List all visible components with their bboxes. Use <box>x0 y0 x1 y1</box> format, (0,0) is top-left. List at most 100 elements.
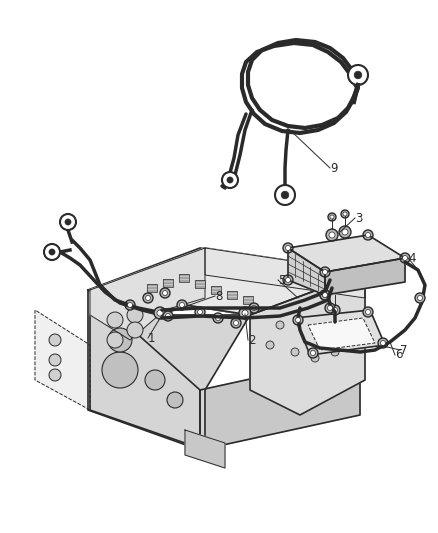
Circle shape <box>328 305 332 311</box>
Circle shape <box>343 212 347 216</box>
Circle shape <box>177 300 187 310</box>
Text: 4: 4 <box>408 252 416 264</box>
Circle shape <box>143 293 153 303</box>
Polygon shape <box>288 248 325 295</box>
Text: 6: 6 <box>395 349 403 361</box>
FancyBboxPatch shape <box>179 274 189 282</box>
Circle shape <box>198 310 202 314</box>
Polygon shape <box>200 355 360 450</box>
Circle shape <box>320 267 330 277</box>
Circle shape <box>266 341 274 349</box>
Circle shape <box>49 354 61 366</box>
Circle shape <box>322 293 328 297</box>
Polygon shape <box>288 235 405 272</box>
Circle shape <box>249 303 259 313</box>
Circle shape <box>231 318 241 328</box>
FancyBboxPatch shape <box>195 280 205 288</box>
Text: 3: 3 <box>355 212 362 224</box>
Polygon shape <box>295 310 385 355</box>
Circle shape <box>167 392 183 408</box>
Polygon shape <box>90 315 250 450</box>
Polygon shape <box>250 272 365 415</box>
Circle shape <box>293 315 303 325</box>
Circle shape <box>283 275 293 285</box>
Circle shape <box>251 305 257 311</box>
Polygon shape <box>205 248 365 298</box>
Circle shape <box>102 352 138 388</box>
Circle shape <box>296 318 300 322</box>
Circle shape <box>328 213 336 221</box>
Circle shape <box>332 308 338 312</box>
Polygon shape <box>325 258 405 295</box>
Circle shape <box>363 230 373 240</box>
Circle shape <box>127 303 133 308</box>
Circle shape <box>415 293 425 303</box>
Polygon shape <box>185 430 225 468</box>
Circle shape <box>213 313 223 323</box>
Circle shape <box>275 185 295 205</box>
Circle shape <box>341 326 349 334</box>
Polygon shape <box>90 248 205 340</box>
Circle shape <box>381 341 385 345</box>
Circle shape <box>222 172 238 188</box>
Circle shape <box>145 370 165 390</box>
Circle shape <box>311 351 315 356</box>
Circle shape <box>166 313 170 319</box>
Circle shape <box>308 348 318 358</box>
Circle shape <box>145 295 151 301</box>
Circle shape <box>180 303 184 308</box>
Circle shape <box>157 310 163 316</box>
Circle shape <box>163 311 173 321</box>
Circle shape <box>331 348 339 356</box>
Circle shape <box>291 348 299 356</box>
Circle shape <box>363 307 373 317</box>
FancyBboxPatch shape <box>243 296 253 304</box>
Circle shape <box>326 229 338 241</box>
FancyBboxPatch shape <box>211 286 221 294</box>
Polygon shape <box>90 248 365 315</box>
Circle shape <box>329 232 335 238</box>
Circle shape <box>125 300 135 310</box>
Circle shape <box>348 65 368 85</box>
Circle shape <box>403 255 407 261</box>
Circle shape <box>154 307 166 319</box>
Circle shape <box>286 246 290 251</box>
Text: 9: 9 <box>330 161 338 174</box>
Circle shape <box>342 229 348 235</box>
Circle shape <box>49 249 55 255</box>
Circle shape <box>107 312 123 328</box>
Circle shape <box>195 307 205 317</box>
Circle shape <box>49 369 61 381</box>
Circle shape <box>108 328 132 352</box>
Circle shape <box>276 321 284 329</box>
FancyBboxPatch shape <box>227 291 237 299</box>
Circle shape <box>160 288 170 298</box>
Circle shape <box>330 305 340 315</box>
Polygon shape <box>308 318 375 350</box>
Circle shape <box>321 332 329 340</box>
FancyBboxPatch shape <box>147 284 157 292</box>
Circle shape <box>339 226 351 238</box>
Circle shape <box>107 332 123 348</box>
Polygon shape <box>88 248 360 315</box>
Circle shape <box>320 290 330 300</box>
Circle shape <box>286 278 290 282</box>
Circle shape <box>400 253 410 263</box>
Circle shape <box>49 334 61 346</box>
Circle shape <box>239 307 251 319</box>
Circle shape <box>127 322 143 338</box>
Circle shape <box>44 244 60 260</box>
Polygon shape <box>35 310 90 410</box>
Circle shape <box>311 354 319 362</box>
Circle shape <box>341 210 349 218</box>
Circle shape <box>301 326 309 334</box>
Text: 2: 2 <box>248 334 255 346</box>
Circle shape <box>365 310 371 314</box>
Circle shape <box>330 215 334 219</box>
Text: 7: 7 <box>400 343 407 357</box>
Text: 1: 1 <box>148 332 155 344</box>
Circle shape <box>65 219 71 225</box>
Circle shape <box>322 270 328 274</box>
Circle shape <box>365 232 371 238</box>
Circle shape <box>325 303 335 313</box>
